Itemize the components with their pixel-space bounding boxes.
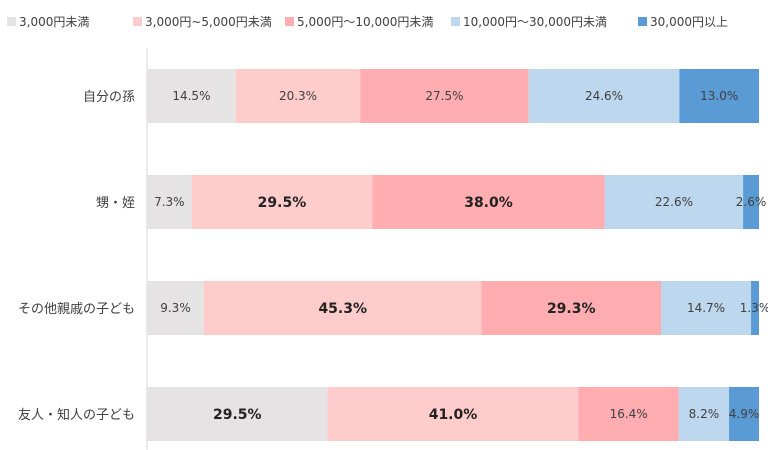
bar-segment bbox=[147, 387, 328, 441]
bar-segment bbox=[743, 175, 759, 229]
bar-segment bbox=[147, 281, 204, 335]
data-label: 13.0% bbox=[700, 89, 738, 103]
data-label: 14.7% bbox=[687, 301, 725, 315]
data-label: 2.6% bbox=[736, 195, 767, 209]
bar-segment bbox=[578, 387, 679, 441]
data-label: 38.0% bbox=[464, 195, 513, 211]
data-label: 16.4% bbox=[610, 407, 648, 421]
bar-segment bbox=[729, 387, 759, 441]
bar-segment bbox=[203, 281, 482, 335]
data-label: 8.2% bbox=[689, 407, 720, 421]
bar-segment bbox=[147, 175, 192, 229]
data-label: 27.5% bbox=[425, 89, 463, 103]
legend-swatch-s0 bbox=[7, 17, 16, 26]
category-label: 自分の孫 bbox=[83, 90, 135, 105]
bar-segment bbox=[481, 281, 661, 335]
category-label: 甥・姪 bbox=[96, 196, 135, 211]
category-label: その他親戚の子ども bbox=[18, 302, 135, 317]
data-label: 20.3% bbox=[279, 89, 317, 103]
category-label: 友人・知人の子ども bbox=[18, 407, 135, 423]
bar-segment bbox=[147, 69, 236, 123]
legend-label-s1: 3,000円~5,000円未満 bbox=[145, 15, 272, 29]
legend-swatch-s4 bbox=[638, 17, 647, 26]
bars: 14.5% 20.3% 27.5% 24.6% 13.0% 7.3% 29.5% 38.0% 2… bbox=[147, 69, 768, 441]
legend-swatch-s2 bbox=[285, 17, 294, 26]
data-label: 9.3% bbox=[160, 301, 191, 315]
data-label: 22.6% bbox=[655, 195, 693, 209]
bar-segment bbox=[660, 281, 752, 335]
bar-segment bbox=[678, 387, 730, 441]
legend-label-s3: 10,000円～30,000円未満 bbox=[463, 15, 607, 29]
legend-swatch-s1 bbox=[133, 17, 142, 26]
bar-segment bbox=[372, 175, 605, 229]
data-label: 4.9% bbox=[729, 407, 760, 421]
bar-segment bbox=[751, 281, 759, 335]
bar-segment bbox=[604, 175, 744, 229]
data-label: 41.0% bbox=[429, 407, 478, 423]
data-label: 24.6% bbox=[585, 89, 623, 103]
bar-segment bbox=[191, 175, 373, 229]
bar-segment bbox=[679, 69, 759, 123]
data-label: 29.5% bbox=[258, 195, 307, 211]
data-label: 29.5% bbox=[213, 407, 262, 423]
legend-label-s4: 30,000円以上 bbox=[650, 15, 728, 29]
data-label: 45.3% bbox=[318, 301, 367, 317]
bar-segment bbox=[327, 387, 579, 441]
legend-label-s0: 3,000円未満 bbox=[19, 15, 89, 29]
legend-swatch-s3 bbox=[451, 17, 460, 26]
data-label: 7.3% bbox=[154, 195, 185, 209]
data-label: 29.3% bbox=[547, 301, 596, 317]
data-label: 14.5% bbox=[172, 89, 210, 103]
bar-segment bbox=[528, 69, 680, 123]
legend-label-s2: 5,000円～10,000円未満 bbox=[297, 15, 433, 29]
bar-segment bbox=[235, 69, 361, 123]
legend: 3,000円未満 3,000円~5,000円未満 5,000円～10,000円未満 1… bbox=[7, 15, 728, 29]
bar-segment bbox=[360, 69, 529, 123]
data-label: 1.3% bbox=[740, 301, 768, 315]
